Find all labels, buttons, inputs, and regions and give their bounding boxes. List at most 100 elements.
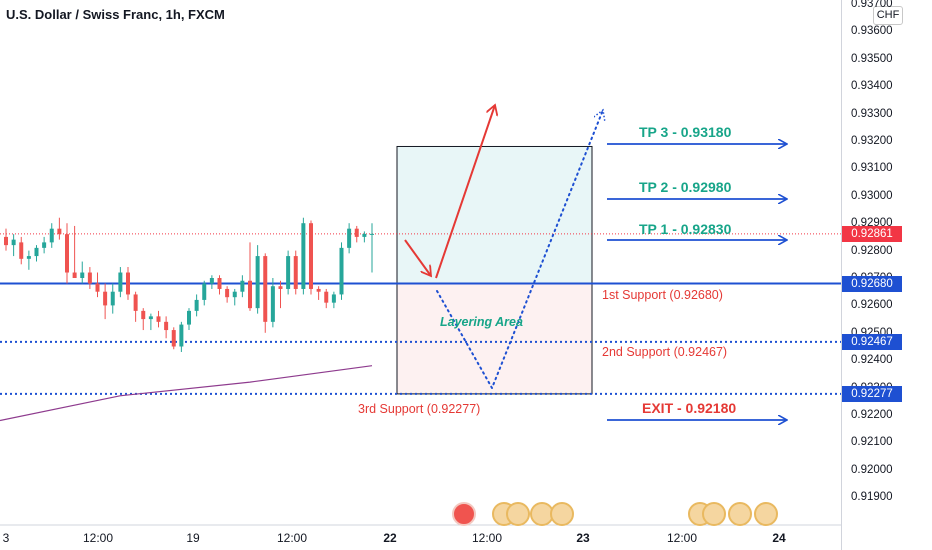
price-tick-label: 0.92800: [851, 244, 893, 257]
candle-body: [187, 310, 191, 325]
time-tick-label: 3: [2, 531, 10, 545]
price-tick-label: 0.93400: [851, 80, 893, 93]
us-event-icon-7[interactable]: [728, 502, 752, 526]
us-event-icon-8[interactable]: [754, 502, 778, 526]
price-tag: 0.92277: [842, 385, 902, 402]
candle-body: [301, 223, 306, 289]
candle-body: [370, 233, 374, 235]
price-tick-label: 0.92400: [851, 354, 893, 367]
candle-body: [4, 236, 8, 246]
dotted-scenario-path: [436, 110, 603, 391]
exit-label: EXIT - 0.92180: [642, 400, 737, 416]
red-rally-arrow: [435, 105, 495, 279]
candle-body: [141, 310, 146, 320]
price-tick-label: 0.93700: [851, 0, 893, 10]
price-tick-label: 0.93600: [851, 25, 893, 38]
time-tick-label: 19: [186, 531, 200, 545]
symbol-title: U.S. Dollar / Swiss Franc, 1h, FXCM: [6, 7, 225, 22]
price-tag: 0.92680: [842, 275, 902, 292]
candle-body: [217, 278, 222, 289]
time-tick-label: 12:00: [82, 531, 114, 545]
price-tick-label: 0.93000: [851, 189, 893, 202]
candle-body: [263, 256, 268, 322]
red-drop-arrow: [404, 239, 431, 276]
time-tick-label: 12:00: [666, 531, 698, 545]
candle-body: [232, 291, 237, 298]
target-zone-box: [397, 146, 592, 284]
candle-body: [171, 330, 176, 347]
candle-body: [72, 272, 77, 278]
candle-body: [209, 278, 214, 284]
candle-body: [179, 324, 184, 347]
layering-area-label: Layering Area: [440, 315, 523, 329]
price-tick-label: 0.92100: [851, 436, 893, 449]
candle-body: [49, 228, 54, 243]
candle-body: [225, 288, 230, 298]
candle-body: [156, 316, 161, 322]
candle-body: [293, 256, 298, 289]
candle-body: [19, 242, 24, 259]
candle-body: [26, 256, 31, 259]
price-chart[interactable]: [0, 0, 841, 550]
candle-body: [240, 280, 245, 292]
candle-body: [309, 223, 313, 289]
price-tick-label: 0.93500: [851, 52, 893, 65]
candle-body: [270, 286, 275, 322]
third-support-label: 3rd Support (0.92277): [358, 402, 481, 416]
currency-button[interactable]: CHF: [873, 6, 903, 25]
candle-body: [118, 272, 123, 292]
candle-body: [331, 294, 336, 303]
price-scale[interactable]: [841, 0, 932, 550]
candle-body: [164, 321, 169, 331]
candle-body: [286, 256, 291, 289]
second-support-label: 2nd Support (0.92467): [602, 345, 728, 359]
candle-body: [194, 299, 199, 311]
candle-body: [103, 291, 108, 306]
tp2-label: TP 2 - 0.92980: [639, 179, 732, 195]
candle-body: [248, 280, 252, 309]
candle-body: [133, 294, 138, 311]
candle-body: [278, 286, 283, 289]
candle-body: [202, 283, 207, 300]
candle-body: [110, 291, 115, 306]
swiss-event-icon[interactable]: [452, 502, 476, 526]
candle-body: [148, 316, 153, 320]
candle-body: [316, 288, 321, 292]
price-tick-label: 0.91900: [851, 491, 893, 504]
candle-body: [255, 256, 260, 309]
candle-body: [80, 272, 85, 278]
candle-body: [57, 228, 62, 235]
candle-body: [354, 228, 359, 237]
price-tick-label: 0.93100: [851, 162, 893, 175]
us-event-icon-4[interactable]: [550, 502, 574, 526]
candle-body: [339, 247, 344, 295]
candle-body: [34, 247, 39, 257]
candle-body: [11, 239, 16, 246]
layering-zone-box: [397, 283, 592, 394]
time-tick-label: 23: [576, 531, 590, 545]
time-tick-label: 12:00: [471, 531, 503, 545]
candle-body: [65, 234, 69, 273]
us-event-icon-2[interactable]: [506, 502, 530, 526]
price-tick-label: 0.92000: [851, 463, 893, 476]
time-tick-label: 12:00: [276, 531, 308, 545]
us-event-icon-6[interactable]: [702, 502, 726, 526]
moving-average-line: [0, 365, 373, 422]
trade-box-outline: [396, 145, 593, 395]
candle-body: [42, 242, 47, 248]
tp1-label: TP 1 - 0.92830: [639, 221, 732, 237]
candle-body: [95, 283, 100, 292]
candle-body: [347, 228, 352, 248]
price-tick-label: 0.93200: [851, 135, 893, 147]
price-tick-label: 0.92200: [851, 409, 893, 421]
candle-body: [87, 272, 92, 284]
candle-body: [126, 272, 130, 295]
price-tag: 0.92861: [842, 225, 902, 242]
candle-body: [324, 291, 329, 303]
price-tick-label: 0.92600: [851, 299, 893, 312]
time-tick-label: 22: [383, 531, 397, 545]
time-tick-label: 24: [772, 531, 786, 545]
first-support-label: 1st Support (0.92680): [602, 288, 723, 302]
price-tag: 0.92467: [842, 333, 902, 350]
candle-body: [362, 233, 367, 237]
